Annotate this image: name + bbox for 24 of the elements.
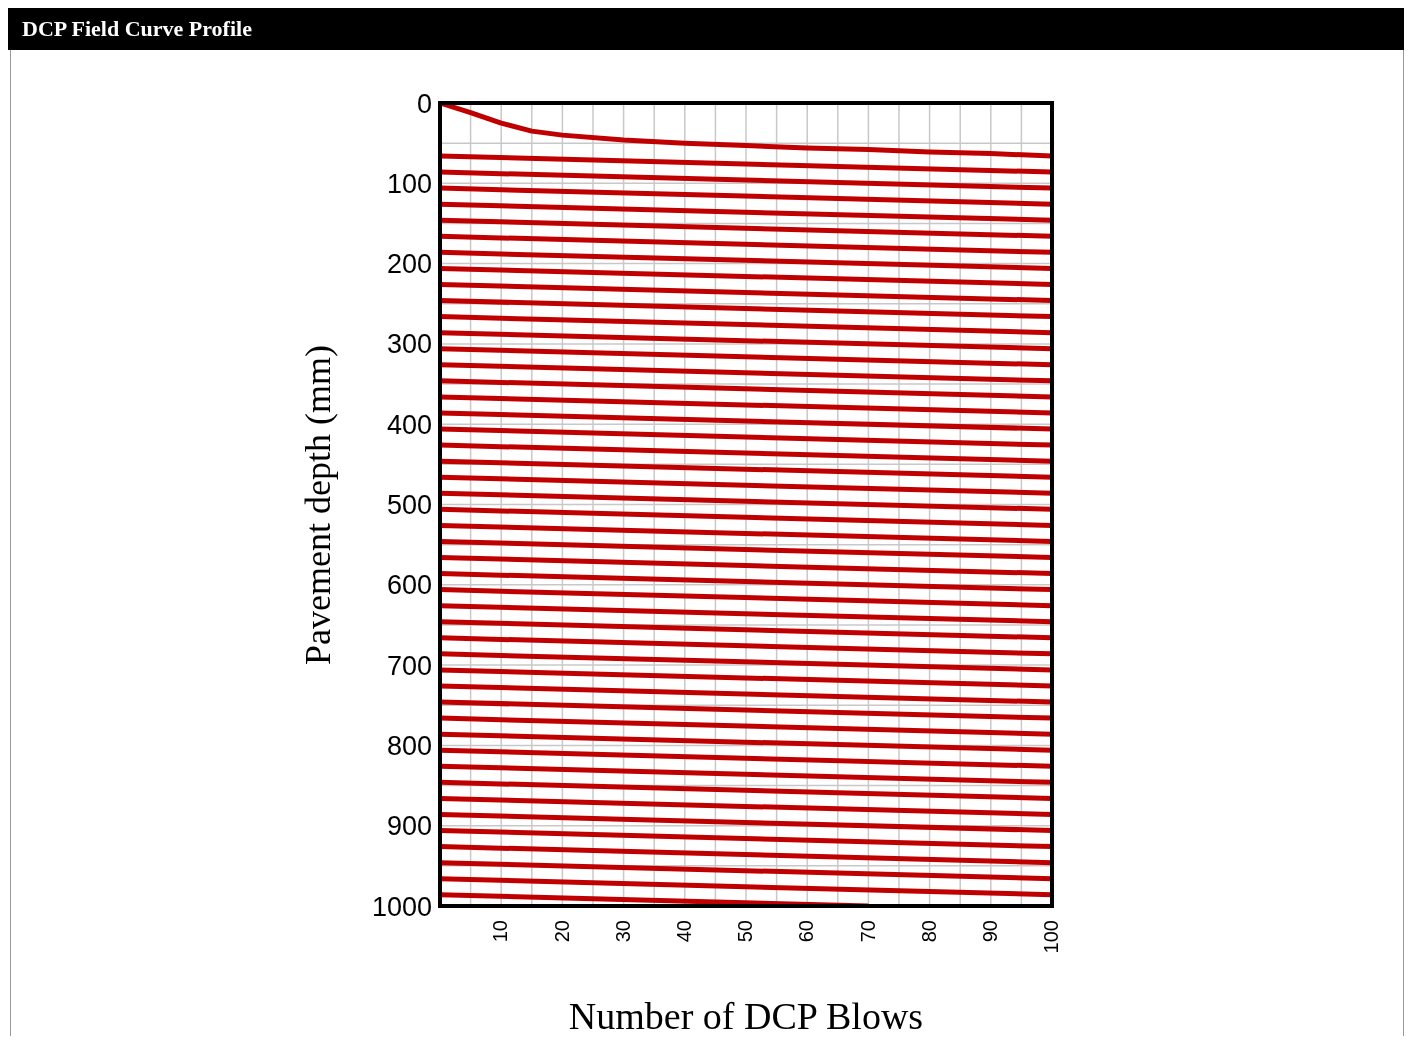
- y-tick-label: 500: [386, 490, 432, 521]
- x-tick-label: 70: [856, 920, 879, 943]
- x-tick-label: 80: [917, 920, 940, 943]
- y-tick-label: 300: [386, 329, 432, 360]
- x-tick-label: 20: [550, 920, 573, 943]
- y-tick-label: 200: [386, 249, 432, 280]
- y-tick-label: 900: [386, 811, 432, 842]
- text: DCP Field Curve Profile: [8, 8, 1404, 50]
- x-axis-title: Number of DCP Blows: [567, 994, 925, 1038]
- x-tick-label: 10: [489, 920, 512, 943]
- y-tick-label: 0: [416, 88, 432, 119]
- x-tick-label: 50: [734, 920, 757, 943]
- x-tick-label: 60: [795, 920, 818, 943]
- x-tick-label: 40: [673, 920, 695, 943]
- x-tick-label: 30: [611, 920, 634, 943]
- y-tick-label: 400: [386, 409, 432, 440]
- y-axis-title: Pavement depth (mm): [297, 344, 339, 665]
- y-tick-label: 800: [386, 730, 432, 761]
- y-tick-label: 1000: [371, 891, 432, 922]
- y-tick-label: 100: [386, 168, 432, 199]
- x-tick-label: 100: [1040, 920, 1063, 954]
- x-tick-label: 90: [979, 920, 1001, 943]
- y-tick-label: 600: [386, 570, 432, 601]
- y-tick-label: 700: [386, 650, 432, 681]
